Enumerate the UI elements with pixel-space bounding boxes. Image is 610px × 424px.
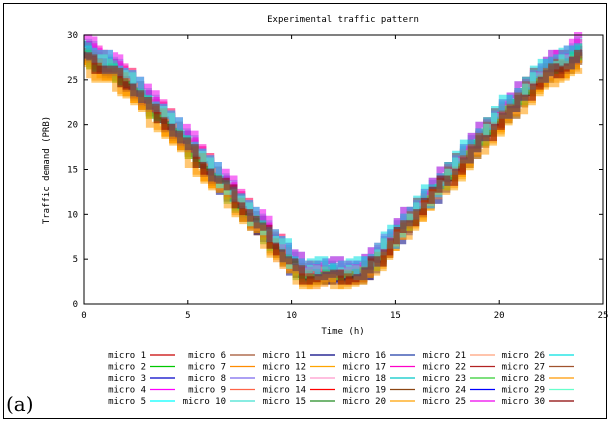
legend-label: micro 5 [108,397,146,407]
legend-label: micro 24 [423,386,466,396]
legend-label: micro 29 [502,386,545,396]
legend-label: micro 11 [263,351,306,361]
legend-label: micro 25 [423,397,466,407]
legend-label: micro 2 [108,363,146,373]
legend-label: micro 28 [502,374,545,384]
legend-label: micro 10 [183,397,226,407]
legend-label: micro 20 [343,397,386,407]
x-tick-label: 5 [185,311,190,321]
legend-label: micro 7 [188,363,226,373]
x-tick-label: 10 [286,311,297,321]
legend-label: micro 23 [423,374,466,384]
legend-label: micro 30 [502,397,545,407]
x-tick-label: 0 [81,311,86,321]
legend-label: micro 14 [263,386,306,396]
legend-label: micro 19 [343,386,386,396]
legend-label: micro 16 [343,351,386,361]
legend-label: micro 22 [423,363,466,373]
y-tick-label: 15 [67,166,78,176]
y-tick-label: 10 [67,210,78,220]
x-tick-label: 15 [390,311,401,321]
legend-label: micro 13 [263,374,306,384]
y-tick-label: 0 [73,300,78,310]
series-layer [84,32,583,290]
legend-label: micro 9 [188,386,226,396]
y-axis-label: Traffic demand (PRB) [42,116,52,224]
x-axis-label: Time (h) [321,327,364,337]
x-tick-label: 20 [494,311,505,321]
y-tick-label: 30 [67,31,78,41]
legend-label: micro 12 [263,363,306,373]
chart-title: Experimental traffic pattern [267,15,419,25]
y-tick-label: 5 [73,255,78,265]
series-line-30 [84,49,583,285]
legend-label: micro 8 [188,374,226,384]
y-tick-label: 20 [67,121,78,131]
legend-label: micro 1 [108,351,146,361]
panel-label: (a) [6,392,34,416]
legend-label: micro 15 [263,397,306,407]
legend-label: micro 4 [108,386,146,396]
legend-label: micro 3 [108,374,146,384]
x-tick-label: 25 [598,311,609,321]
legend-label: micro 18 [343,374,386,384]
ticks-layer: 0 5 10 15 20 25 0 5 10 15 20 25 30 [67,31,608,321]
y-tick-label: 25 [67,76,78,86]
legend-label: micro 17 [343,363,386,373]
legend-label: micro 21 [423,351,466,361]
legend-label: micro 26 [502,351,545,361]
legend-label: micro 6 [188,351,226,361]
legend-label: micro 27 [502,363,545,373]
